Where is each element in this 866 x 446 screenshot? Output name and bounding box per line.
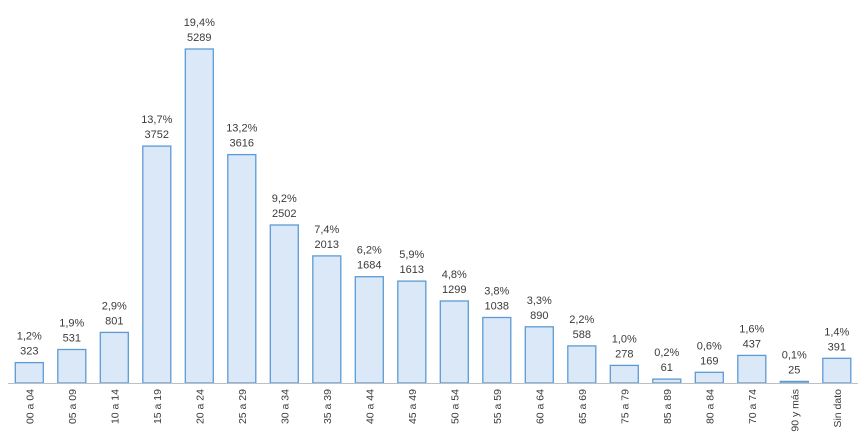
bar-05-a-09 (57, 348, 87, 384)
data-label-count: 3752 (145, 129, 169, 141)
x-tick-label: 55 a 59 (492, 389, 504, 424)
data-label-count: 437 (743, 338, 761, 350)
x-tick-label: 25 a 29 (237, 389, 249, 424)
data-label-count: 169 (700, 355, 718, 367)
bar-00-a-04 (14, 361, 44, 384)
bar-75-a-79 (609, 364, 639, 384)
data-label-percent: 7,4% (314, 224, 339, 236)
data-label-percent: 13,2% (226, 123, 257, 135)
x-tick-label: 70 a 74 (747, 389, 759, 424)
bar-20-a-24 (184, 48, 214, 384)
bar-65-a-69 (567, 345, 597, 384)
bar-55-a-59 (482, 316, 512, 384)
data-label-percent: 0,2% (654, 347, 679, 359)
data-label-percent: 1,4% (824, 326, 849, 338)
data-label-count: 25 (788, 364, 800, 376)
x-tick-label: 80 a 84 (704, 389, 716, 424)
data-label-count: 531 (63, 333, 81, 345)
bar-15-a-19 (142, 145, 172, 384)
x-tick-label: 50 a 54 (449, 389, 461, 424)
data-label-percent: 1,9% (59, 318, 84, 330)
bar-50-a-54 (439, 300, 469, 384)
bar-60-a-64 (524, 326, 554, 384)
bar-25-a-29 (227, 153, 257, 384)
bar-70-a-74 (737, 354, 767, 384)
x-tick-label: 40 a 44 (364, 389, 376, 424)
bar-30-a-34 (269, 224, 299, 384)
data-label-percent: 4,8% (442, 269, 467, 281)
bar-80-a-84 (694, 371, 724, 384)
x-tick-label: 05 a 09 (67, 389, 79, 424)
bar-45-a-49 (397, 280, 427, 384)
x-tick-label: 75 a 79 (619, 389, 631, 424)
data-label-percent: 5,9% (399, 249, 424, 261)
x-tick-label: 45 a 49 (407, 389, 419, 424)
x-tick-label: 15 a 19 (152, 389, 164, 424)
data-label-percent: 0,6% (697, 340, 722, 352)
x-tick-label: 30 a 34 (279, 389, 291, 424)
data-label-percent: 6,2% (357, 245, 382, 257)
data-label-count: 1613 (400, 264, 424, 276)
bar-35-a-39 (312, 255, 342, 384)
data-label-count: 5289 (187, 32, 211, 44)
data-label-count: 391 (828, 341, 846, 353)
data-labels-group: 323 1,2% 531 1,9% 801 2,9% 3752 13,7% 5289 19,4% 3… (17, 17, 850, 376)
data-label-percent: 0,1% (782, 349, 807, 361)
data-label-count: 278 (615, 348, 633, 360)
data-label-percent: 2,2% (569, 314, 594, 326)
data-label-percent: 13,7% (141, 114, 172, 126)
bar-90-y-más (779, 380, 809, 384)
bar-85-a-89 (652, 378, 682, 384)
x-tick-label: 90 y más (789, 389, 801, 432)
data-label-percent: 9,2% (272, 193, 297, 205)
x-tick-label: 85 a 89 (662, 389, 674, 424)
data-label-count: 1038 (485, 301, 509, 313)
data-label-percent: 19,4% (184, 17, 215, 29)
data-label-count: 3616 (230, 138, 254, 150)
data-label-count: 890 (530, 310, 548, 322)
x-tick-label: Sin dato (832, 389, 844, 428)
bar-Sin-dato (822, 357, 852, 384)
x-tick-labels-group: 00 a 04 05 a 09 10 a 14 15 a 19 20 a 24 25 a … (24, 389, 844, 432)
x-tick-label: 00 a 04 (24, 389, 36, 424)
x-tick-label: 65 a 69 (577, 389, 589, 424)
x-tick-label: 10 a 14 (109, 389, 121, 424)
data-label-percent: 1,6% (739, 323, 764, 335)
data-label-count: 61 (661, 362, 673, 374)
data-label-percent: 1,2% (17, 331, 42, 343)
bar-40-a-44 (354, 276, 384, 384)
data-label-count: 801 (105, 315, 123, 327)
bar-10-a-14 (99, 331, 129, 384)
data-label-percent: 2,9% (102, 300, 127, 312)
data-label-percent: 1,0% (612, 333, 637, 345)
x-tick-label: 20 a 24 (194, 389, 206, 424)
data-label-percent: 3,8% (484, 286, 509, 298)
data-label-percent: 3,3% (527, 295, 552, 307)
x-tick-label: 60 a 64 (534, 389, 546, 424)
x-tick-label: 35 a 39 (322, 389, 334, 424)
bars-group (14, 48, 852, 384)
data-label-count: 2502 (272, 208, 296, 220)
data-label-count: 323 (20, 346, 38, 358)
data-label-count: 588 (573, 329, 591, 341)
data-label-count: 1684 (357, 260, 381, 272)
data-label-count: 2013 (315, 239, 339, 251)
data-label-count: 1299 (442, 284, 466, 296)
